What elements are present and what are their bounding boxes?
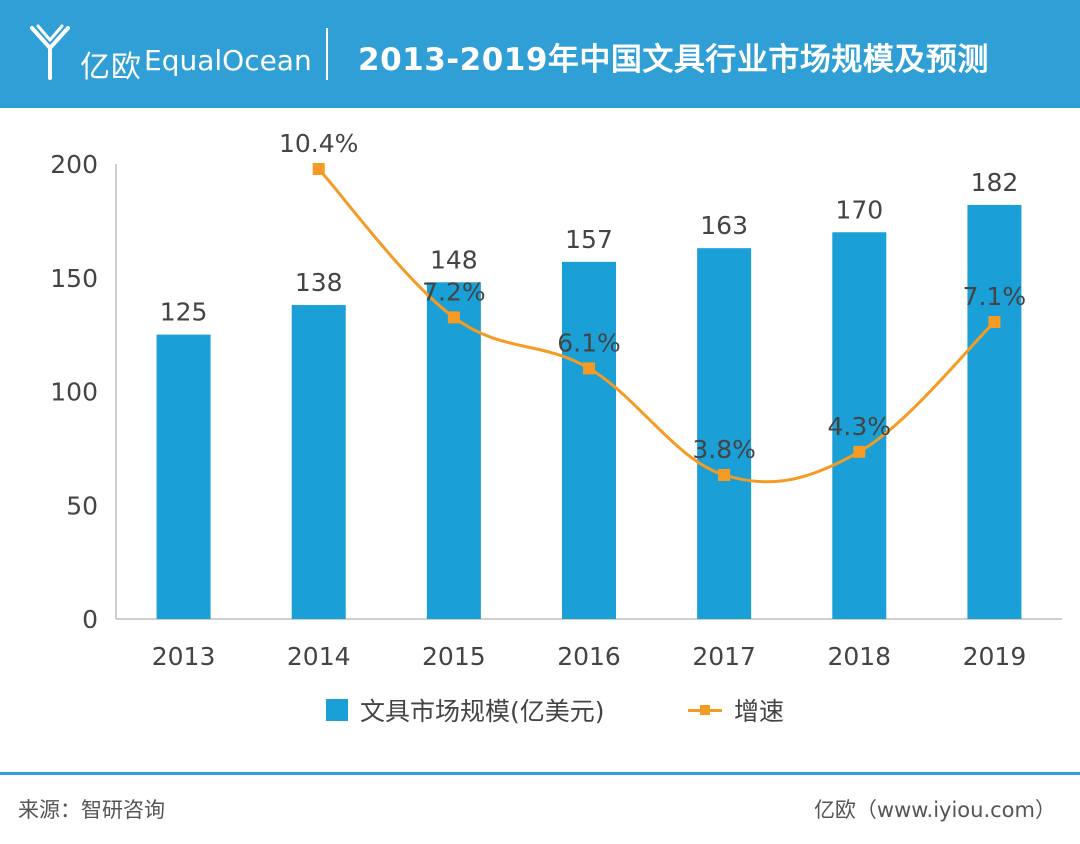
bar-value-label: 157 xyxy=(565,225,613,254)
y-tick-label: 150 xyxy=(50,264,98,293)
source-note: 来源：智研咨询 xyxy=(18,798,165,822)
bar xyxy=(291,305,346,619)
chart-legend: 文具市场规模(亿美元) 增速 xyxy=(0,690,1080,730)
logo-text-en: EqualOcean xyxy=(144,44,312,77)
growth-value-label: 4.3% xyxy=(828,412,892,441)
growth-value-label: 6.1% xyxy=(557,328,621,357)
bar-value-label: 148 xyxy=(430,245,478,274)
growth-value-label: 3.8% xyxy=(692,435,756,464)
y-tick-label: 100 xyxy=(50,378,98,407)
x-tick-label: 2015 xyxy=(422,642,486,671)
growth-value-label: 7.2% xyxy=(422,277,486,306)
x-tick-label: 2019 xyxy=(963,642,1027,671)
growth-line xyxy=(317,167,996,484)
chart-area: 125 138 148 157 163 170 182 10.4% 7.2% 6.1% 3.8% 4… xyxy=(50,129,1062,671)
logo-mark-icon xyxy=(30,24,70,80)
x-tick-label: 2016 xyxy=(557,642,621,671)
legend-item-line: 增速 xyxy=(688,690,784,730)
legend-line-swatch xyxy=(688,699,722,721)
bar-value-label: 182 xyxy=(971,168,1019,197)
y-tick-label: 200 xyxy=(50,150,98,179)
bar xyxy=(697,248,752,620)
chart-title: 2013-2019年中国文具行业市场规模及预测 xyxy=(358,42,989,78)
growth-marker xyxy=(988,316,1001,328)
x-tick-label: 2014 xyxy=(287,642,351,671)
legend-bar-swatch xyxy=(326,699,348,721)
x-tick-label: 2017 xyxy=(692,642,756,671)
bar-value-label: 163 xyxy=(700,211,748,240)
growth-marker xyxy=(312,163,325,175)
header-banner: 亿欧 EqualOcean 2013-2019年中国文具行业市场规模及预测 xyxy=(0,0,1080,108)
bar-value-label: 138 xyxy=(295,268,343,297)
bar-value-label: 170 xyxy=(835,195,883,224)
bar xyxy=(562,261,616,619)
header-divider xyxy=(326,28,328,80)
bar xyxy=(832,232,887,619)
growth-marker xyxy=(853,445,866,458)
growth-marker xyxy=(718,469,731,481)
bar xyxy=(426,282,481,619)
footer-divider xyxy=(0,772,1080,775)
growth-marker xyxy=(583,362,595,375)
legend-item-bars: 文具市场规模(亿美元) xyxy=(326,690,605,730)
y-tick-label: 50 xyxy=(66,491,98,520)
growth-marker xyxy=(447,311,460,324)
x-tick-label: 2018 xyxy=(827,642,891,671)
growth-value-label: 7.1% xyxy=(963,282,1027,311)
logo-text-cn: 亿欧 xyxy=(80,50,142,85)
bar-value-label: 125 xyxy=(160,298,208,327)
legend-label-line: 增速 xyxy=(734,697,785,726)
growth-value-label: 10.4% xyxy=(279,129,358,158)
y-tick-label: 0 xyxy=(82,605,98,634)
equalocean-logo: 亿欧 EqualOcean xyxy=(28,18,318,88)
credit-note: 亿欧（www.iyiou.com） xyxy=(813,798,1056,822)
x-tick-label: 2013 xyxy=(152,642,216,671)
bar xyxy=(967,204,1022,619)
bar xyxy=(156,334,211,619)
legend-label-bars: 文具市场规模(亿美元) xyxy=(360,697,605,726)
